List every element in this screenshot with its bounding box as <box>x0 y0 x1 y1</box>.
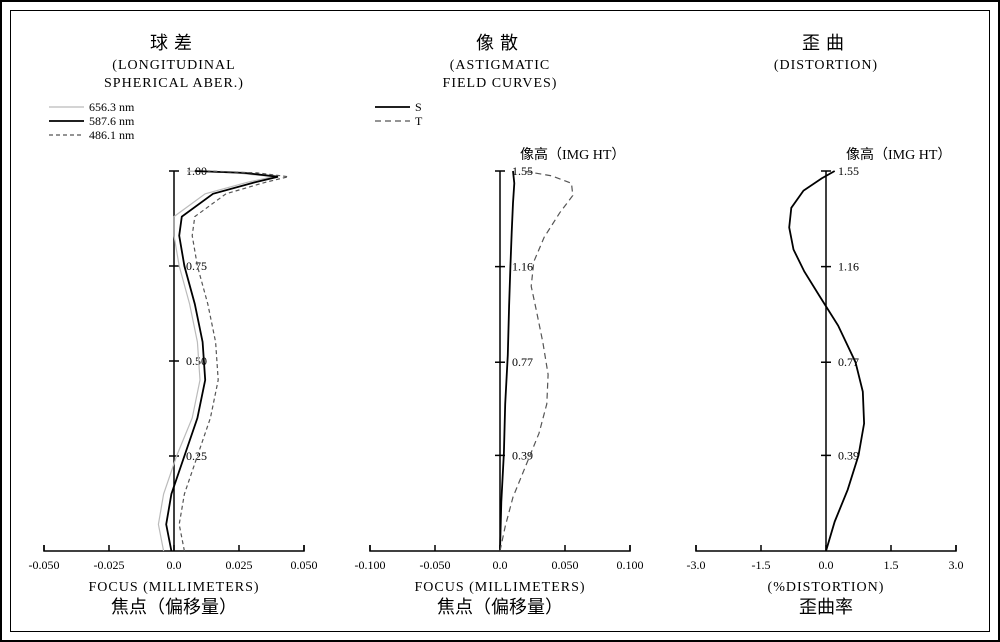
legend-label: T <box>415 114 423 128</box>
x-axis-label-cn: 焦点（偏移量） <box>437 597 563 617</box>
x-tick-label: 0.100 <box>617 558 644 572</box>
series-587.6 nm <box>166 171 278 551</box>
spherical-aberration-panel: 球差 (LONGITUDINAL SPHERICAL ABER.) 656.3 nm5… <box>24 11 324 631</box>
x-tick-label: -0.050 <box>420 558 451 572</box>
y-tick-label: 1.55 <box>512 164 533 178</box>
spherical-chart: 球差 (LONGITUDINAL SPHERICAL ABER.) 656.3 nm5… <box>24 11 324 631</box>
astigmatic-panel: 像散 (ASTIGMATIC FIELD CURVES) ST 像高（IMG HT） 0.… <box>350 11 650 631</box>
x-tick-label: -0.025 <box>94 558 125 572</box>
y-axis-label: 像高（IMG HT） <box>846 146 951 163</box>
inner-frame: 球差 (LONGITUDINAL SPHERICAL ABER.) 656.3 nm5… <box>10 10 990 632</box>
distortion-chart: 歪曲(DISTORTION)像高（IMG HT）0.390.771.161.55… <box>676 11 976 631</box>
y-tick-label: 1.55 <box>838 164 859 178</box>
x-tick-label: 0.0 <box>819 558 834 572</box>
chart-title-en2: SPHERICAL ABER.) <box>104 76 244 91</box>
x-tick-label: 0.025 <box>226 558 253 572</box>
x-axis-label-en: (%DISTORTION) <box>768 580 885 595</box>
chart-title-cn: 球差 <box>150 33 198 53</box>
x-tick-label: 0.0 <box>493 558 508 572</box>
y-tick-label: 1.16 <box>512 260 533 274</box>
x-axis-label-cn: 焦点（偏移量） <box>111 597 237 617</box>
chart-title-en1: (LONGITUDINAL <box>112 58 235 73</box>
x-tick-label: 1.5 <box>884 558 899 572</box>
y-tick-label: 0.75 <box>186 259 207 273</box>
x-axis-label-en: FOCUS (MILLIMETERS) <box>414 580 585 595</box>
x-tick-label: -0.100 <box>355 558 386 572</box>
y-axis-label: 像高（IMG HT） <box>520 146 625 163</box>
y-tick-label: 0.77 <box>512 355 533 369</box>
astigmatic-chart: 像散 (ASTIGMATIC FIELD CURVES) ST 像高（IMG HT） 0.… <box>350 11 650 631</box>
x-axis-label-cn: 歪曲率 <box>799 597 853 617</box>
x-tick-label: 0.0 <box>167 558 182 572</box>
chart-title-en1: (ASTIGMATIC <box>450 58 550 73</box>
x-axis-label-en: FOCUS (MILLIMETERS) <box>88 580 259 595</box>
series-T <box>500 171 573 551</box>
x-tick-label: 0.050 <box>291 558 318 572</box>
outer-frame: 球差 (LONGITUDINAL SPHERICAL ABER.) 656.3 nm5… <box>0 0 1000 642</box>
x-tick-label: -0.050 <box>29 558 60 572</box>
distortion-panel: 歪曲(DISTORTION)像高（IMG HT）0.390.771.161.55… <box>676 11 976 631</box>
y-tick-label: 1.16 <box>838 260 859 274</box>
chart-title-cn: 歪曲 <box>802 33 850 53</box>
y-tick-label: 0.25 <box>186 449 207 463</box>
y-tick-label: 0.39 <box>838 448 859 462</box>
x-tick-label: -1.5 <box>752 558 771 572</box>
x-tick-label: -3.0 <box>687 558 706 572</box>
legend-label: S <box>415 100 422 114</box>
chart-title-cn: 像散 <box>476 33 524 53</box>
legend-label: 587.6 nm <box>89 114 135 128</box>
legend-label: 656.3 nm <box>89 100 135 114</box>
x-tick-label: 0.050 <box>552 558 579 572</box>
legend-label: 486.1 nm <box>89 128 135 142</box>
x-tick-label: 3.0 <box>949 558 964 572</box>
chart-title-en1: (DISTORTION) <box>774 58 878 73</box>
chart-title-en2: FIELD CURVES) <box>443 76 558 91</box>
